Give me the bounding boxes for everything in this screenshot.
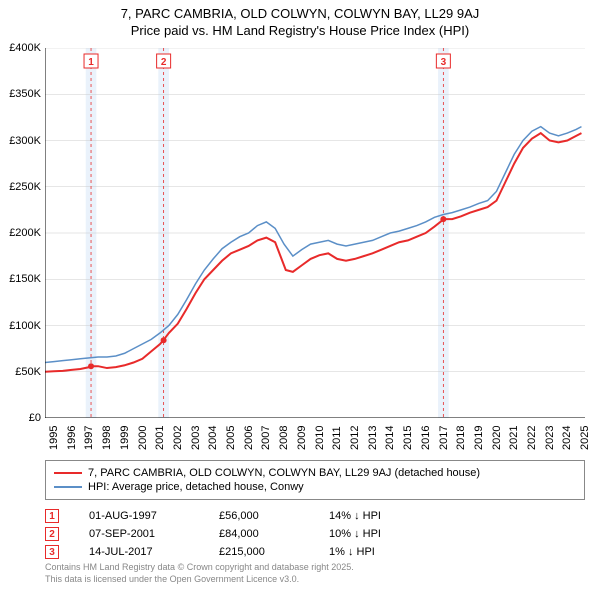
x-tick-label: 2015: [402, 426, 414, 450]
x-tick-label: 1998: [101, 426, 113, 450]
x-tick-label: 2000: [137, 426, 149, 450]
sale-diff: 1% ↓ HPI: [329, 546, 419, 558]
y-tick-label: £350K: [9, 88, 41, 100]
legend-label-1: 7, PARC CAMBRIA, OLD COLWYN, COLWYN BAY,…: [88, 467, 480, 479]
x-tick-label: 2013: [367, 426, 379, 450]
x-tick-label: 1996: [66, 426, 78, 450]
attribution: Contains HM Land Registry data © Crown c…: [45, 562, 354, 585]
legend-label-2: HPI: Average price, detached house, Conw…: [88, 481, 304, 493]
sale-marker: 2: [45, 527, 59, 541]
legend: 7, PARC CAMBRIA, OLD COLWYN, COLWYN BAY,…: [45, 460, 585, 500]
x-tick-label: 2012: [349, 426, 361, 450]
y-tick-label: £0: [29, 412, 41, 424]
sale-row: 2 07-SEP-2001 £84,000 10% ↓ HPI: [45, 527, 419, 541]
x-tick-label: 2019: [473, 426, 485, 450]
y-tick-label: £100K: [9, 320, 41, 332]
chart-plot-area: 1 2 3: [45, 48, 585, 418]
x-tick-label: 2025: [579, 426, 591, 450]
x-tick-label: 2004: [207, 426, 219, 450]
y-tick-label: £50K: [15, 366, 41, 378]
title-line1: 7, PARC CAMBRIA, OLD COLWYN, COLWYN BAY,…: [0, 6, 600, 23]
title-line2: Price paid vs. HM Land Registry's House …: [0, 23, 600, 40]
sale-diff: 10% ↓ HPI: [329, 528, 419, 540]
sale-price: £56,000: [219, 510, 299, 522]
x-tick-label: 2006: [243, 426, 255, 450]
x-tick-label: 2021: [508, 426, 520, 450]
y-tick-label: £150K: [9, 273, 41, 285]
x-tick-label: 2011: [331, 426, 343, 450]
sale-price: £84,000: [219, 528, 299, 540]
sales-table: 1 01-AUG-1997 £56,000 14% ↓ HPI 2 07-SEP-2001…: [45, 505, 419, 563]
legend-swatch-2: [54, 486, 82, 488]
x-tick-label: 1999: [119, 426, 131, 450]
sale-marker: 3: [45, 545, 59, 559]
x-tick-label: 2023: [544, 426, 556, 450]
x-tick-label: 2005: [225, 426, 237, 450]
sale-marker: 1: [45, 509, 59, 523]
x-tick-label: 1995: [48, 426, 60, 450]
chart-title: 7, PARC CAMBRIA, OLD COLWYN, COLWYN BAY,…: [0, 0, 600, 40]
y-tick-label: £200K: [9, 227, 41, 239]
x-tick-label: 2020: [491, 426, 503, 450]
svg-text:3: 3: [441, 57, 447, 68]
x-tick-label: 2022: [526, 426, 538, 450]
x-tick-label: 2008: [278, 426, 290, 450]
x-tick-label: 2003: [190, 426, 202, 450]
sale-date: 14-JUL-2017: [89, 546, 189, 558]
x-tick-label: 2009: [296, 426, 308, 450]
legend-swatch-1: [54, 472, 82, 474]
y-tick-label: £400K: [9, 42, 41, 54]
sale-price: £215,000: [219, 546, 299, 558]
sale-row: 1 01-AUG-1997 £56,000 14% ↓ HPI: [45, 509, 419, 523]
x-tick-label: 2017: [438, 426, 450, 450]
x-tick-label: 2024: [561, 426, 573, 450]
svg-text:2: 2: [161, 57, 167, 68]
x-tick-label: 2018: [455, 426, 467, 450]
sale-date: 07-SEP-2001: [89, 528, 189, 540]
sale-date: 01-AUG-1997: [89, 510, 189, 522]
y-tick-label: £250K: [9, 181, 41, 193]
y-axis: £0£50K£100K£150K£200K£250K£300K£350K£400…: [0, 48, 45, 418]
x-tick-label: 2002: [172, 426, 184, 450]
sale-row: 3 14-JUL-2017 £215,000 1% ↓ HPI: [45, 545, 419, 559]
x-tick-label: 1997: [83, 426, 95, 450]
x-tick-label: 2014: [384, 426, 396, 450]
svg-text:1: 1: [88, 57, 94, 68]
x-tick-label: 2007: [260, 426, 272, 450]
legend-item-1: 7, PARC CAMBRIA, OLD COLWYN, COLWYN BAY,…: [54, 467, 576, 479]
sale-diff: 14% ↓ HPI: [329, 510, 419, 522]
x-tick-label: 2016: [420, 426, 432, 450]
attribution-line1: Contains HM Land Registry data © Crown c…: [45, 562, 354, 574]
x-axis: 1995 1996 1997 1998 1999 2000 2001 2002 2003 2004…: [45, 420, 585, 460]
x-tick-label: 2010: [314, 426, 326, 450]
attribution-line2: This data is licensed under the Open Gov…: [45, 574, 354, 586]
x-tick-label: 2001: [154, 426, 166, 450]
legend-item-2: HPI: Average price, detached house, Conw…: [54, 481, 576, 493]
y-tick-label: £300K: [9, 135, 41, 147]
chart-svg: 1 2 3: [45, 48, 585, 418]
